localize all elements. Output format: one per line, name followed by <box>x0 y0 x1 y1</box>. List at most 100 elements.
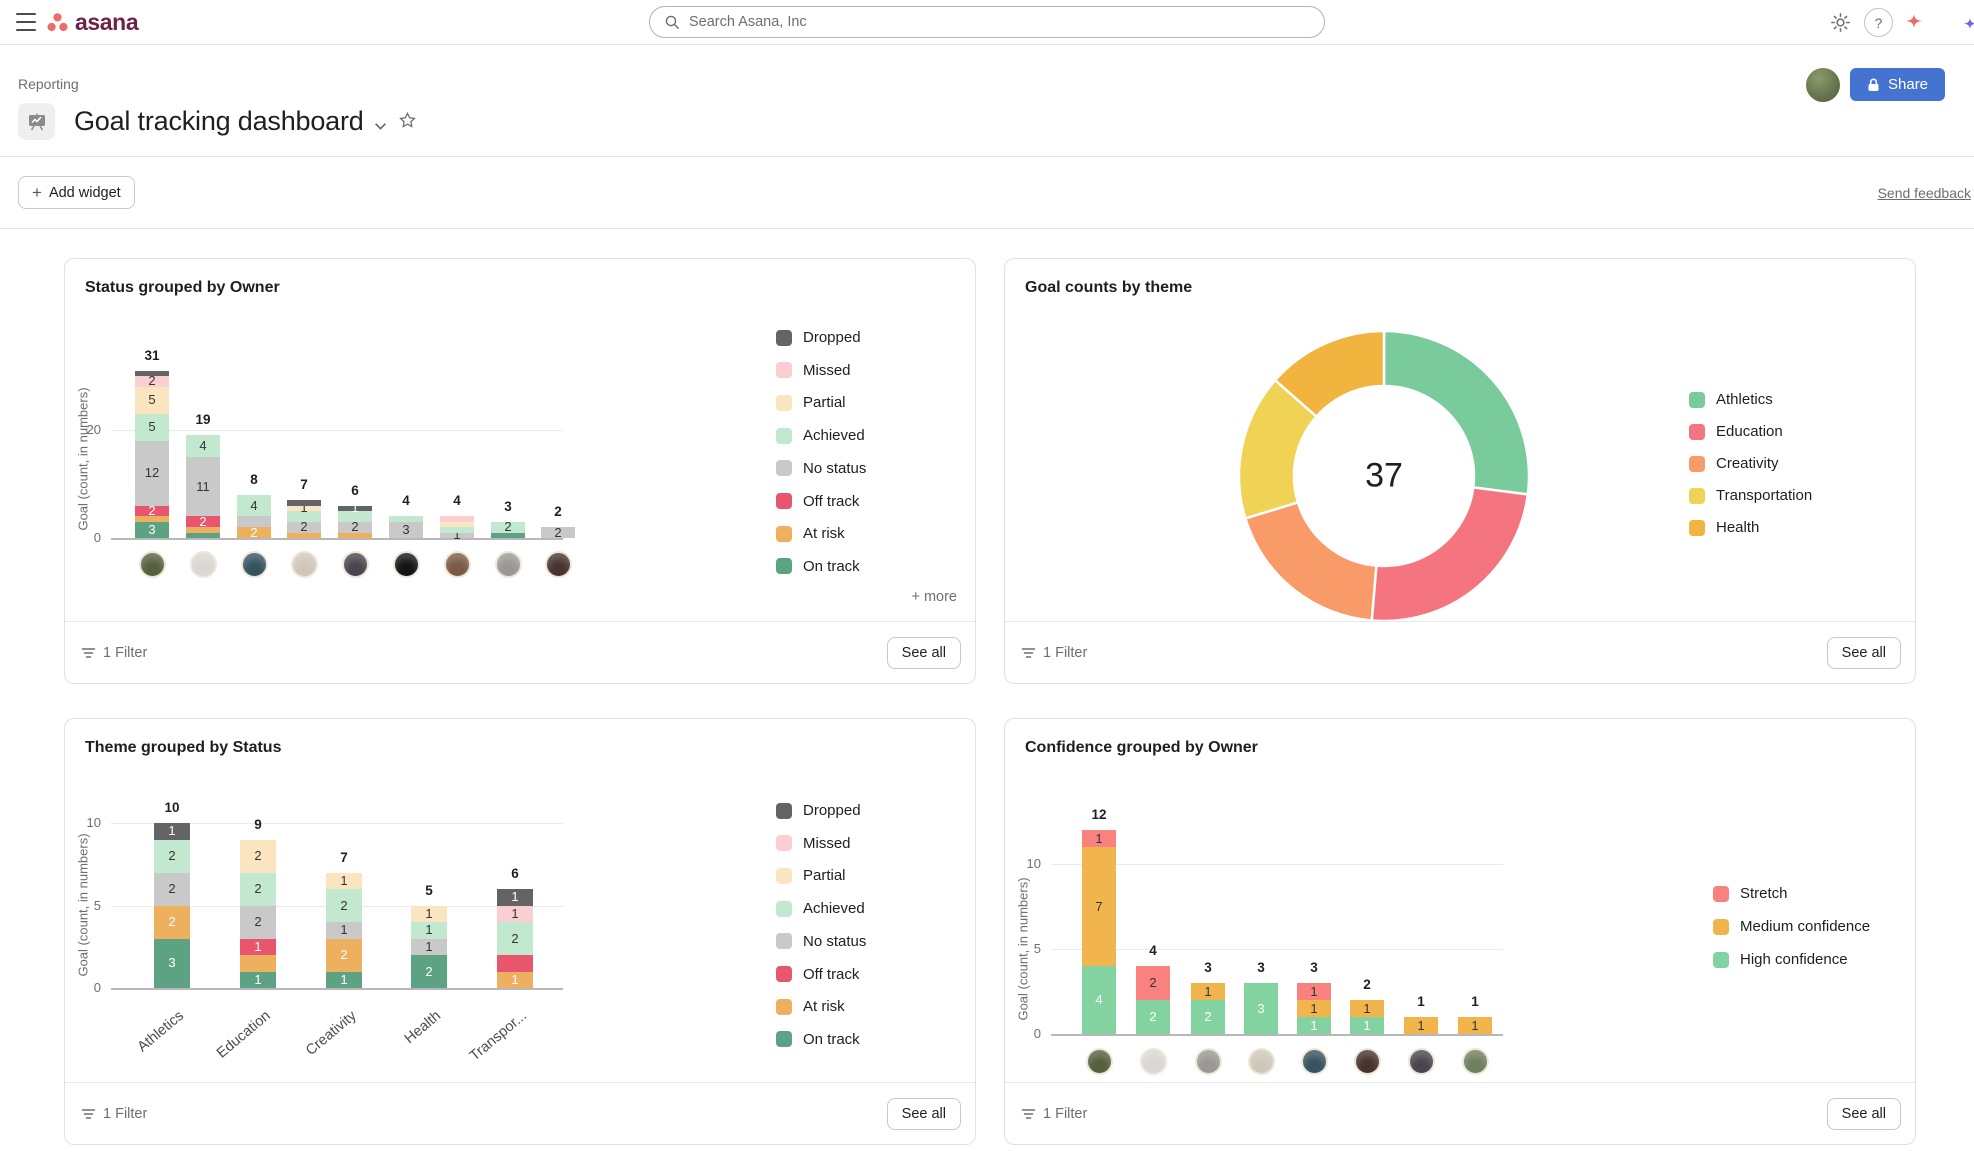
bar-segment-achieved[interactable] <box>237 494 271 517</box>
bar-segment-high[interactable] <box>1136 1000 1170 1034</box>
settings-icon[interactable] <box>1830 0 1851 45</box>
donut-slice-athletics[interactable] <box>1382 329 1531 496</box>
bar-segment-on_track[interactable] <box>491 532 525 538</box>
bar-segment-on_track[interactable] <box>326 971 362 988</box>
bar-segment-partial[interactable] <box>440 521 474 528</box>
bar-segment-dropped[interactable] <box>287 500 321 506</box>
bar-segment-at_risk[interactable] <box>240 955 276 972</box>
bar-segment-dropped[interactable] <box>135 370 169 376</box>
bar-segment-no_status[interactable] <box>389 521 423 538</box>
bar-segment-high[interactable] <box>1191 1000 1225 1034</box>
bar-segment-stretch[interactable] <box>1297 983 1331 1000</box>
menu-button[interactable] <box>16 13 36 31</box>
bar-segment-medium[interactable] <box>1191 983 1225 1000</box>
bar-segment-high[interactable] <box>1350 1017 1384 1034</box>
bar-segment-at_risk[interactable] <box>154 905 190 939</box>
bar-segment-at_risk[interactable] <box>186 527 220 533</box>
bar-segment-medium[interactable] <box>1297 1000 1331 1017</box>
bar-segment-partial[interactable] <box>287 505 321 511</box>
bar-segment-achieved[interactable] <box>389 516 423 522</box>
bar-segment-no_status[interactable] <box>237 516 271 528</box>
bar-segment-medium[interactable] <box>1082 847 1116 966</box>
bar-segment-at_risk[interactable] <box>287 532 321 538</box>
bar-segment-no_status[interactable] <box>287 521 321 533</box>
bar-segment-on_track[interactable] <box>240 971 276 988</box>
bar-segment-at_risk[interactable] <box>497 971 533 988</box>
bar-segment-on_track[interactable] <box>154 938 190 988</box>
bar-segment-off_track[interactable] <box>240 938 276 955</box>
bar-segment-no_status[interactable] <box>541 527 575 538</box>
bar-segment-achieved[interactable] <box>440 527 474 533</box>
share-button[interactable]: Share <box>1850 68 1946 101</box>
bar-segment-at_risk[interactable] <box>326 938 362 972</box>
ai-sparkle-icon[interactable] <box>1904 0 1924 45</box>
bar-segment-partial[interactable] <box>411 905 447 922</box>
bar-segment-at_risk[interactable] <box>135 516 169 522</box>
asana-logo[interactable]: asana <box>47 9 139 35</box>
donut-slice-education[interactable] <box>1370 486 1530 623</box>
bar-segment-high[interactable] <box>1244 983 1278 1034</box>
filter-button[interactable]: 1 Filter <box>1021 1106 1087 1122</box>
help-button[interactable]: ? <box>1864 0 1893 45</box>
bar-segment-no_status[interactable] <box>411 938 447 955</box>
filter-button[interactable]: 1 Filter <box>1021 645 1087 661</box>
bar-segment-no_status[interactable] <box>135 440 169 506</box>
bar-segment-partial[interactable] <box>240 839 276 873</box>
send-feedback-link[interactable]: Send feedback <box>1877 185 1971 201</box>
bar-segment-achieved[interactable] <box>287 511 321 522</box>
bar-segment-off_track[interactable] <box>135 505 169 517</box>
bar-segment-medium[interactable] <box>1458 1017 1492 1034</box>
bar-segment-achieved[interactable] <box>338 511 372 522</box>
add-widget-button[interactable]: + Add widget <box>18 176 135 209</box>
bar-segment-partial[interactable] <box>326 872 362 889</box>
bar-segment-off_track[interactable] <box>497 955 533 972</box>
bar-segment-partial[interactable] <box>135 386 169 414</box>
bar-segment-achieved[interactable] <box>240 872 276 906</box>
bar-segment-stretch[interactable] <box>1082 830 1116 847</box>
bar-segment-medium[interactable] <box>1404 1017 1438 1034</box>
bar-segment-on_track[interactable] <box>186 532 220 538</box>
bar-segment-dropped[interactable] <box>497 889 533 906</box>
donut-slice-health[interactable] <box>1273 329 1386 419</box>
bar-segment-high[interactable] <box>1297 1017 1331 1034</box>
bar-segment-at_risk[interactable] <box>338 532 372 538</box>
bar-segment-off_track[interactable] <box>186 516 220 528</box>
clipped-sparkle-icon[interactable] <box>1962 0 1974 45</box>
chevron-down-icon[interactable] <box>374 118 387 136</box>
see-all-button[interactable]: See all <box>886 636 961 669</box>
bar-segment-dropped[interactable] <box>338 505 372 511</box>
see-all-button[interactable]: See all <box>1826 1097 1901 1130</box>
bar-segment-dropped[interactable] <box>154 823 190 840</box>
bar-segment-medium[interactable] <box>1350 1000 1384 1017</box>
filter-button[interactable]: 1 Filter <box>81 645 147 661</box>
bar-segment-achieved[interactable] <box>135 413 169 441</box>
bar-segment-stretch[interactable] <box>1136 966 1170 1000</box>
bar-segment-achieved[interactable] <box>326 889 362 922</box>
donut-slice-creativity[interactable] <box>1243 500 1378 622</box>
bar-segment-achieved[interactable] <box>497 922 533 955</box>
bar-segment-at_risk[interactable] <box>237 527 271 538</box>
bar-segment-no_status[interactable] <box>440 532 474 538</box>
legend-more-link[interactable]: + more <box>911 589 957 605</box>
filter-button[interactable]: 1 Filter <box>81 1106 147 1122</box>
bar-segment-no_status[interactable] <box>240 905 276 939</box>
bar-segment-no_status[interactable] <box>186 457 220 517</box>
favorite-star-icon[interactable] <box>398 111 417 135</box>
bar-segment-no_status[interactable] <box>154 872 190 906</box>
bar-segment-achieved[interactable] <box>186 435 220 457</box>
bar-segment-missed[interactable] <box>497 905 533 922</box>
bar-segment-missed[interactable] <box>135 376 169 387</box>
see-all-button[interactable]: See all <box>886 1097 961 1130</box>
bar-segment-achieved[interactable] <box>154 839 190 873</box>
see-all-button[interactable]: See all <box>1826 636 1901 669</box>
bar-segment-on_track[interactable] <box>411 955 447 988</box>
bar-segment-missed[interactable] <box>440 516 474 522</box>
bar-segment-achieved[interactable] <box>411 922 447 939</box>
bar-segment-achieved[interactable] <box>491 521 525 533</box>
search-input[interactable]: Search Asana, Inc <box>649 6 1325 38</box>
bar-segment-no_status[interactable] <box>338 521 372 533</box>
bar-segment-no_status[interactable] <box>326 922 362 939</box>
user-avatar[interactable] <box>1806 68 1840 102</box>
bar-segment-high[interactable] <box>1082 966 1116 1034</box>
bar-segment-on_track[interactable] <box>135 521 169 538</box>
